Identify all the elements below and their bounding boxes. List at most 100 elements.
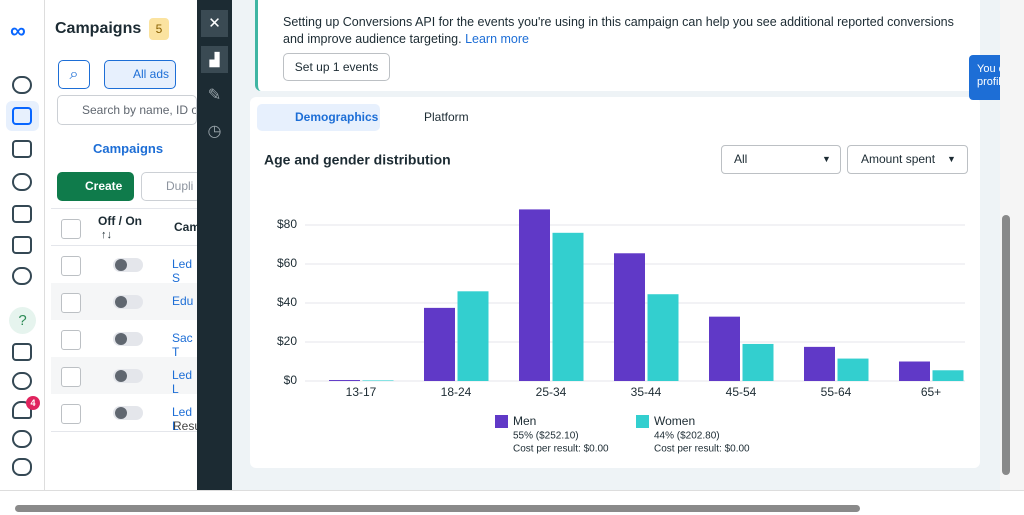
bar: [457, 291, 489, 381]
table-row[interactable]: Led S: [51, 246, 197, 285]
search-input[interactable]: Search by name, ID or: [57, 95, 197, 125]
legend-cost: Cost per result: $0.00: [654, 444, 750, 455]
create-button[interactable]: Create: [57, 172, 134, 201]
bar: [804, 346, 835, 381]
nav-icon[interactable]: [12, 430, 32, 448]
nav-icon-active[interactable]: [6, 101, 39, 131]
campaign-name[interactable]: Led L: [172, 368, 193, 396]
edit-icon[interactable]: ✎: [207, 87, 222, 104]
bar: [362, 380, 394, 381]
sort-icon[interactable]: ↑↓: [101, 229, 112, 241]
toggle[interactable]: [113, 332, 143, 346]
search-button[interactable]: ⌕: [58, 60, 90, 89]
dropdown-arrow: ▼: [947, 154, 956, 164]
setup-events-button[interactable]: Set up 1 events: [283, 53, 390, 81]
y-tick-label: $40: [277, 295, 297, 309]
table-header: Off / On ↑↓ Cam: [51, 208, 201, 246]
filter-dropdown[interactable]: All: [721, 145, 841, 174]
table-row[interactable]: Edu: [51, 283, 197, 321]
bar: [519, 209, 550, 381]
y-tick-label: $60: [277, 256, 297, 270]
campaign-name[interactable]: Edu: [172, 294, 194, 308]
legend-share: 44% ($202.80): [654, 431, 720, 442]
table-row[interactable]: Led L: [51, 357, 197, 396]
checkbox[interactable]: [61, 404, 81, 424]
close-button[interactable]: ✕: [201, 10, 228, 37]
checkbox[interactable]: [61, 330, 81, 350]
legend-share: 55% ($252.10): [513, 431, 579, 442]
checkbox[interactable]: [61, 256, 81, 276]
panel-title: Campaigns: [55, 20, 142, 37]
nav-icon[interactable]: [12, 401, 32, 419]
campaigns-tab[interactable]: Campaigns: [57, 132, 197, 168]
all-ads-button[interactable]: All ads: [104, 60, 176, 89]
bar: [837, 358, 869, 381]
chart-title: Age and gender distribution: [264, 152, 451, 168]
bar: [552, 232, 584, 381]
bar: [742, 343, 774, 381]
y-tick-label: $80: [277, 217, 297, 231]
campaign-name[interactable]: Led S: [172, 257, 193, 285]
nav-icon[interactable]: [12, 107, 32, 125]
toggle[interactable]: [113, 295, 143, 309]
platform-tab[interactable]: Platform: [424, 110, 469, 124]
toggle[interactable]: [113, 406, 143, 420]
left-nav: ∞ ? 4: [0, 0, 45, 490]
campaign-name[interactable]: Sac T: [172, 331, 193, 359]
metric-dropdown[interactable]: Amount spent: [847, 145, 968, 174]
duplicate-button[interactable]: Dupli: [141, 172, 201, 201]
bar: [899, 361, 930, 381]
demographics-tab[interactable]: Demographics: [257, 104, 380, 131]
nav-icon[interactable]: [12, 173, 32, 191]
x-tick-label: 18-24: [441, 385, 472, 399]
column-header[interactable]: Off / On: [98, 214, 142, 228]
chart-icon[interactable]: ▟: [201, 46, 228, 73]
legend-label: Men: [513, 414, 536, 428]
nav-icon[interactable]: [12, 343, 32, 361]
campaign-name[interactable]: Led L: [172, 405, 193, 433]
history-icon[interactable]: ◷: [207, 123, 222, 140]
x-tick-label: 35-44: [631, 385, 662, 399]
legend-label: Women: [654, 414, 695, 428]
table-row[interactable]: Sac T: [51, 320, 197, 359]
toggle[interactable]: [113, 369, 143, 383]
column-header[interactable]: Cam: [174, 220, 201, 234]
y-tick-label: $20: [277, 334, 297, 348]
h-scrollbar-thumb[interactable]: [15, 505, 860, 512]
checkbox[interactable]: [61, 367, 81, 387]
legend-swatch: [636, 415, 649, 428]
nav-icon[interactable]: [12, 205, 32, 223]
checkbox[interactable]: [61, 219, 81, 239]
bar: [932, 370, 964, 381]
nav-icon[interactable]: [12, 76, 32, 94]
scrollbar-thumb[interactable]: [1002, 215, 1010, 475]
chart: Age and gender distribution $0 $20 $40 $60 $…: [264, 152, 965, 455]
dropdown-arrow: ▼: [822, 154, 831, 164]
meta-logo[interactable]: ∞: [10, 18, 26, 43]
x-tick-label: 25-34: [536, 385, 567, 399]
x-tick-label: 13-17: [346, 385, 377, 399]
banner: Setting up Conversions API for the event…: [255, 0, 980, 91]
toggle[interactable]: [113, 258, 143, 272]
help-icon[interactable]: ?: [9, 307, 36, 334]
table-row[interactable]: Led L: [51, 394, 197, 433]
bar: [424, 307, 455, 381]
nav-icon[interactable]: [12, 458, 32, 476]
learn-more-link[interactable]: Learn more: [465, 32, 530, 46]
nav-icon[interactable]: [12, 267, 32, 285]
banner-message: Setting up Conversions API for the event…: [283, 15, 954, 46]
banner-text: Setting up Conversions API for the event…: [283, 14, 973, 48]
y-tick-label: $0: [284, 373, 298, 387]
x-tick-label: 65+: [921, 385, 941, 399]
toolbar: ✕ ▟ ✎ ◷: [197, 0, 232, 490]
bar: [614, 253, 645, 381]
x-tick-label: 55-64: [821, 385, 852, 399]
nav-icon[interactable]: [12, 140, 32, 158]
nav-icon[interactable]: [12, 372, 32, 390]
bar: [709, 316, 740, 381]
table-footer: Resu: [173, 419, 202, 433]
nav-icon[interactable]: [12, 236, 32, 254]
bar: [647, 294, 679, 381]
checkbox[interactable]: [61, 293, 81, 313]
